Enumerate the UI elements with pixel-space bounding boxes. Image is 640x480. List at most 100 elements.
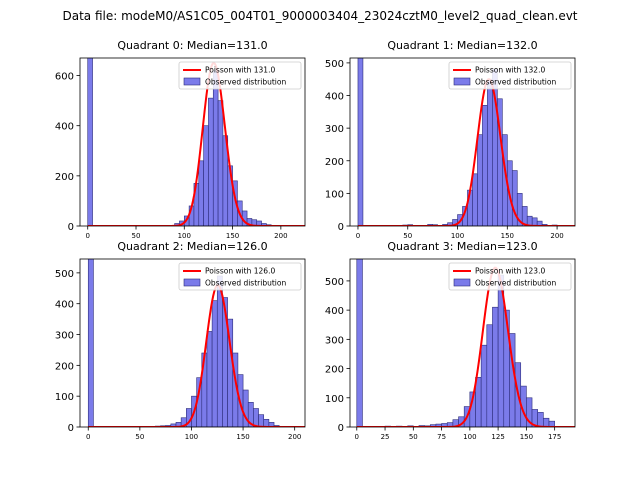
x-tick-label: 125 (491, 433, 504, 441)
x-tick-label: 150 (226, 232, 239, 240)
y-tick-label: 100 (325, 189, 344, 200)
histogram-bar (357, 58, 364, 226)
legend: Poisson with 131.0 Observed distribution (178, 61, 302, 90)
x-tick-label: 200 (288, 433, 301, 441)
legend-bar-swatch (453, 77, 471, 86)
x-tick-label: 50 (132, 232, 141, 240)
legend-box (178, 61, 302, 90)
axes-frame (79, 57, 306, 227)
x-tick-label: 100 (178, 232, 191, 240)
y-tick-label: 0 (338, 423, 344, 434)
y-tick-label: 300 (55, 331, 74, 342)
x-tick-label: 200 (550, 232, 563, 240)
legend-observed-label: Observed distribution (205, 279, 286, 288)
histogram-bar (472, 173, 478, 226)
histogram-bar (482, 105, 488, 226)
y-tick-label: 100 (325, 394, 344, 405)
axes-frame (79, 258, 306, 428)
quadrant-1-title: Quadrant 1: Median=132.0 (387, 39, 537, 52)
x-tick-label: 50 (403, 232, 412, 240)
x-tick-label: 25 (381, 433, 390, 441)
legend-poisson-label: Poisson with 131.0 (205, 66, 275, 75)
histogram-bar (537, 412, 544, 427)
histogram-bar (480, 344, 488, 427)
y-tick-label: 200 (55, 172, 74, 183)
figure-title: Data file: modeM0/AS1C05_004T01_90000034… (62, 9, 578, 23)
x-tick-label: 175 (548, 433, 561, 441)
x-tick-label: 100 (185, 433, 198, 441)
y-tick-label: 200 (325, 157, 344, 168)
histogram-bar (536, 220, 543, 226)
x-tick-label: 0 (85, 232, 89, 240)
quadrant-2-title: Quadrant 2: Median=126.0 (117, 240, 267, 253)
histogram-bar (212, 70, 219, 226)
histogram-bar (492, 306, 499, 427)
histogram-bar (477, 134, 483, 226)
legend-observed-label: Observed distribution (205, 78, 286, 87)
histogram-bar (203, 125, 209, 226)
y-tick-label: 500 (55, 269, 74, 280)
quadrant-3-plot-area (356, 259, 575, 427)
legend-bar-swatch (183, 77, 201, 86)
legend-poisson-label: Poisson with 126.0 (205, 267, 275, 276)
x-tick-label: 75 (437, 433, 446, 441)
legend-poisson-label: Poisson with 123.0 (475, 267, 545, 276)
histogram-bar (216, 275, 223, 427)
y-tick-label: 500 (325, 277, 344, 288)
poisson-curve (88, 284, 305, 427)
y-tick-label: 400 (55, 300, 74, 311)
histogram-bar (356, 259, 363, 427)
legend-observed-label: Observed distribution (475, 78, 556, 87)
quadrant-0-title: Quadrant 0: Median=131.0 (117, 39, 267, 52)
x-tick-label: 100 (463, 433, 476, 441)
legend-bar-swatch (453, 278, 471, 287)
y-tick-label: 0 (68, 423, 74, 434)
histogram-bar (253, 408, 259, 427)
x-tick-label: 0 (356, 232, 360, 240)
legend: Poisson with 132.0 Observed distribution (448, 61, 572, 90)
x-tick-label: 50 (135, 433, 144, 441)
y-tick-label: 0 (338, 222, 344, 233)
y-tick-label: 200 (325, 365, 344, 376)
legend-box (448, 262, 572, 291)
y-tick-label: 100 (55, 392, 74, 403)
legend-box (448, 61, 572, 90)
x-tick-label: 150 (501, 232, 514, 240)
x-tick-label: 0 (355, 433, 359, 441)
histogram-bar (206, 331, 213, 427)
quadrant-1-panel: 0 100 200 300 400 500 0 50 100 150 200 Quadrant 1: … (325, 39, 576, 240)
histogram-bar (543, 417, 550, 427)
legend-bar-swatch (183, 278, 201, 287)
quadrant-3-title: Quadrant 3: Median=123.0 (387, 240, 537, 253)
histogram-bar (486, 324, 493, 427)
y-tick-label: 400 (325, 92, 344, 103)
histogram-bar (87, 58, 93, 226)
y-tick-label: 300 (325, 124, 344, 135)
legend: Poisson with 126.0 Observed distribution (178, 262, 302, 291)
histogram-bar (87, 259, 94, 427)
poisson-curve (87, 62, 305, 226)
axes-frame (349, 258, 576, 428)
histogram-bar (487, 78, 493, 226)
y-tick-label: 500 (325, 59, 344, 70)
poisson-curve (356, 266, 575, 427)
legend-box (178, 262, 302, 291)
x-tick-label: 200 (274, 232, 287, 240)
y-tick-label: 400 (325, 306, 344, 317)
x-tick-label: 150 (520, 433, 533, 441)
legend-observed-label: Observed distribution (475, 279, 556, 288)
x-tick-label: 0 (86, 433, 90, 441)
quadrant-3-panel: 0 100 200 300 400 500 0 25 50 75 100 125 150 175 Quadr… (325, 240, 576, 441)
quadrant-0-panel: 0 200 400 600 0 50 100 150 200 Quadrant 0: Median… (55, 39, 306, 240)
histogram-bar (258, 414, 265, 427)
x-tick-label: 100 (451, 232, 464, 240)
y-tick-label: 300 (325, 335, 344, 346)
x-tick-label: 50 (409, 433, 418, 441)
histogram-bar (217, 100, 224, 226)
histogram-bar (268, 422, 275, 427)
legend: Poisson with 123.0 Observed distribution (448, 262, 572, 291)
histogram-bar (263, 418, 270, 427)
poisson-curve (357, 78, 575, 226)
histogram-bar (208, 97, 214, 226)
